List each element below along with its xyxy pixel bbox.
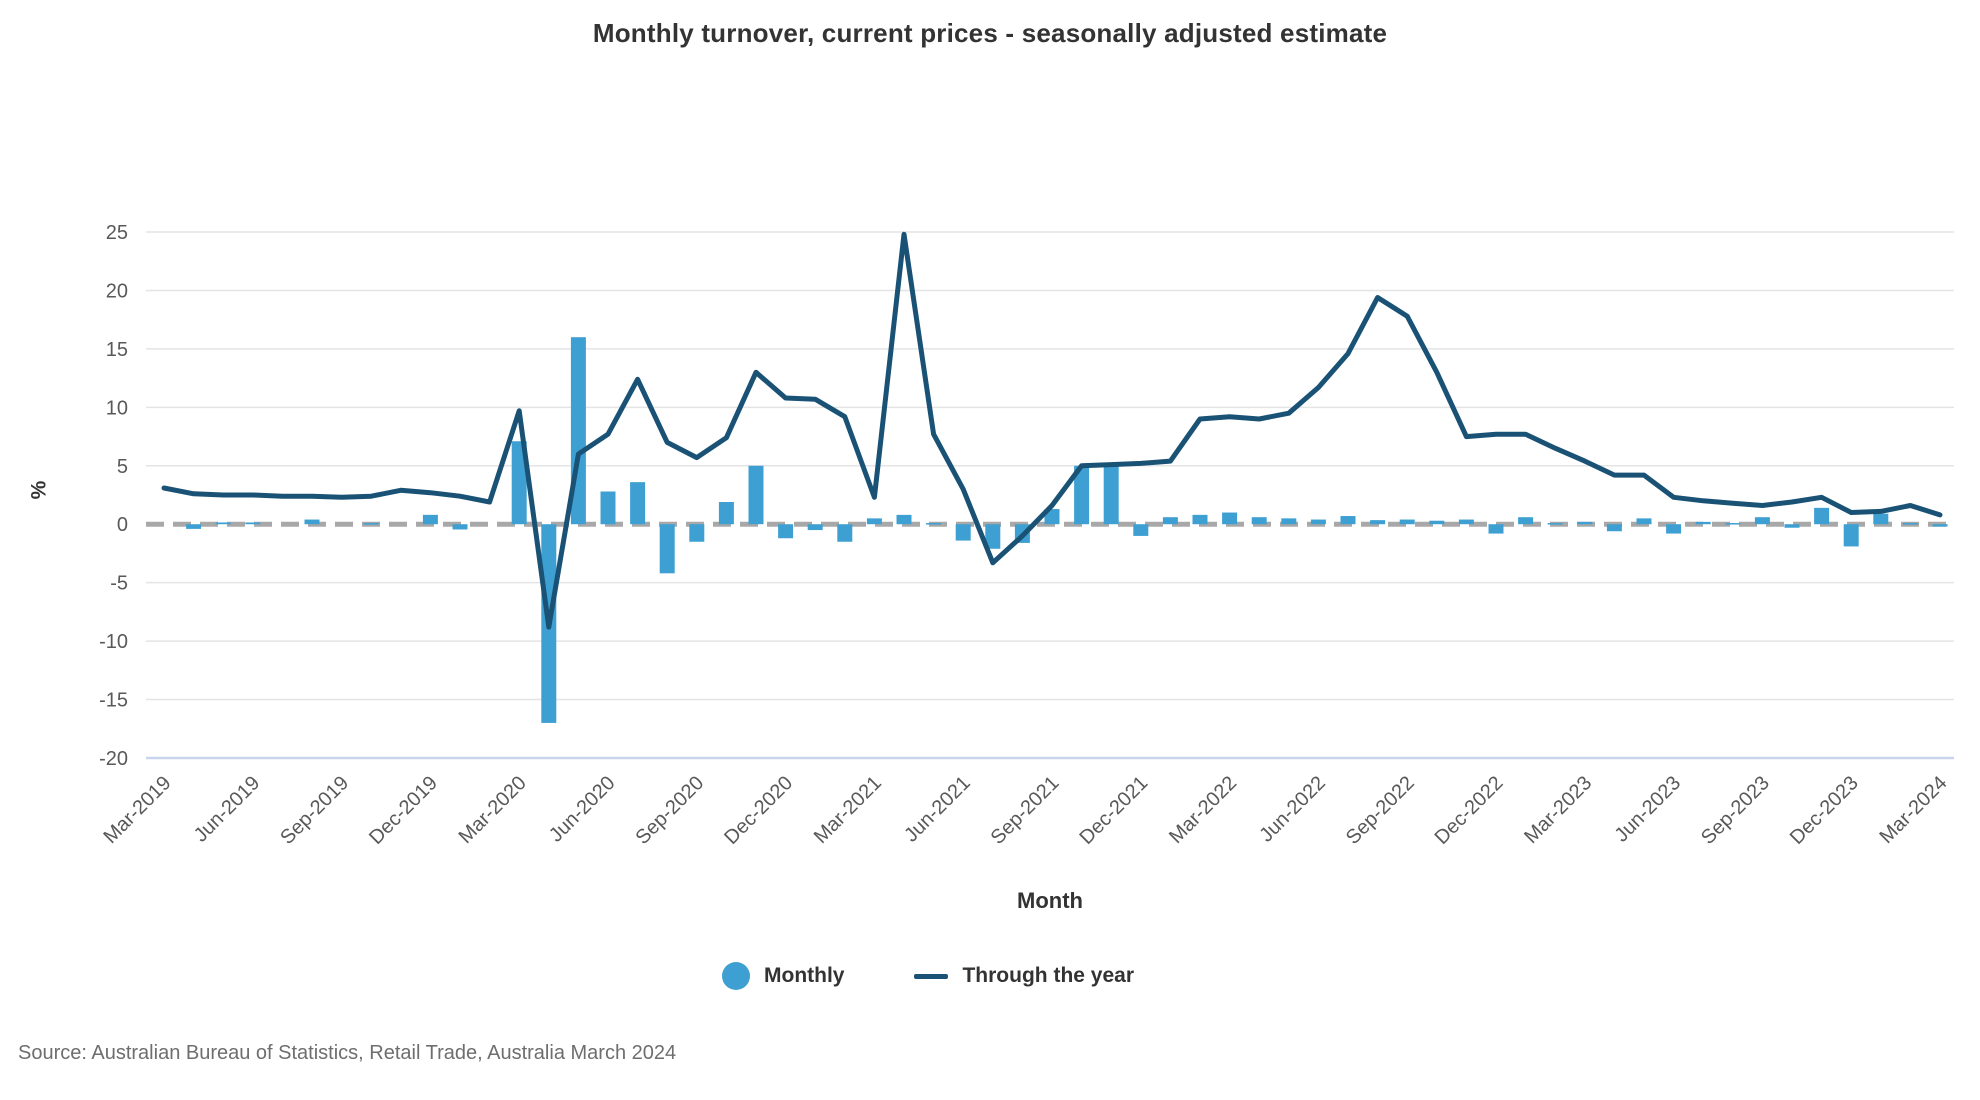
bar-Aug-2022[interactable]: [1370, 520, 1386, 525]
bar-Jan-2024[interactable]: [1873, 513, 1889, 525]
bar-May-2023[interactable]: [1636, 518, 1652, 525]
bar-Aug-2020[interactable]: [659, 524, 675, 574]
bar-Jun-2019[interactable]: [245, 522, 261, 525]
bar-Dec-2019[interactable]: [422, 514, 438, 525]
bar-Oct-2021[interactable]: [1074, 465, 1090, 525]
bar-Sep-2022[interactable]: [1399, 519, 1415, 525]
x-tick-Sep-2023: Sep-2023: [1697, 772, 1774, 849]
through-year-swatch-icon: [914, 973, 949, 979]
bar-Jan-2023[interactable]: [1518, 517, 1534, 525]
bar-Nov-2023[interactable]: [1814, 507, 1830, 525]
bar-Jan-2021[interactable]: [807, 524, 823, 531]
x-tick-Mar-2022: Mar-2022: [1165, 772, 1241, 848]
x-tick-Dec-2022: Dec-2022: [1431, 772, 1508, 849]
y-tick--10: -10: [99, 631, 128, 653]
x-tick-Mar-2021: Mar-2021: [810, 772, 886, 848]
bar-Jun-2021[interactable]: [955, 524, 971, 541]
bar-Apr-2023[interactable]: [1606, 524, 1622, 532]
x-tick-Jun-2023: Jun-2023: [1611, 772, 1686, 847]
bar-Apr-2021[interactable]: [896, 514, 912, 525]
bar-Mar-2022[interactable]: [1222, 512, 1238, 525]
bar-Jun-2020[interactable]: [600, 491, 616, 525]
x-tick-Mar-2024: Mar-2024: [1875, 772, 1951, 848]
bar-Jul-2021[interactable]: [985, 524, 1001, 549]
bar-Oct-2022[interactable]: [1429, 520, 1445, 525]
bar-Jul-2020[interactable]: [630, 482, 646, 525]
x-tick-Dec-2023: Dec-2023: [1786, 772, 1863, 849]
x-tick-Mar-2020: Mar-2020: [455, 772, 531, 848]
x-tick-Jun-2020: Jun-2020: [545, 772, 620, 847]
x-tick-Sep-2022: Sep-2022: [1342, 772, 1419, 849]
bar-Oct-2019[interactable]: [363, 523, 379, 525]
legend-label-through-year: Through the year: [962, 964, 1135, 987]
bar-Feb-2023[interactable]: [1547, 523, 1563, 525]
bar-Sep-2023[interactable]: [1754, 517, 1770, 525]
x-tick-Sep-2021: Sep-2021: [987, 772, 1064, 849]
bar-Mar-2023[interactable]: [1577, 521, 1593, 525]
bar-Jul-2023[interactable]: [1695, 521, 1711, 525]
bar-May-2019[interactable]: [215, 522, 231, 525]
y-tick-15: 15: [106, 339, 128, 361]
bar-Jan-2022[interactable]: [1162, 517, 1178, 525]
y-tick--5: -5: [110, 573, 128, 595]
bar-Mar-2024[interactable]: [1932, 524, 1948, 527]
legend-item-monthly[interactable]: Monthly: [722, 962, 844, 990]
source-note: Source: Australian Bureau of Statistics,…: [18, 1042, 677, 1064]
legend-label-monthly: Monthly: [764, 964, 845, 987]
bar-Dec-2021[interactable]: [1133, 524, 1149, 536]
bar-Nov-2022[interactable]: [1458, 519, 1474, 525]
bar-Dec-2023[interactable]: [1843, 524, 1859, 547]
legend-item-through-year[interactable]: Through the year: [914, 964, 1134, 988]
bar-Dec-2020[interactable]: [778, 524, 794, 539]
chart-title: Monthly turnover, current prices - seaso…: [592, 18, 1388, 48]
x-tick-Jun-2019: Jun-2019: [190, 772, 265, 847]
y-tick-20: 20: [106, 280, 128, 302]
bar-Dec-2022[interactable]: [1488, 524, 1504, 534]
y-tick-0: 0: [117, 514, 128, 536]
x-tick-Mar-2019: Mar-2019: [99, 772, 175, 848]
x-tick-Dec-2020: Dec-2020: [720, 772, 797, 849]
y-tick-5: 5: [117, 456, 128, 478]
bar-Apr-2019[interactable]: [186, 524, 202, 529]
bar-Nov-2020[interactable]: [748, 465, 764, 525]
bar-Jul-2022[interactable]: [1340, 516, 1356, 525]
x-axis-title: Month: [1017, 888, 1083, 913]
bar-Sep-2020[interactable]: [689, 524, 705, 542]
legend: Monthly Through the year: [722, 962, 1134, 990]
x-tick-Dec-2019: Dec-2019: [365, 772, 442, 849]
monthly-swatch-icon: [722, 962, 750, 990]
bar-Nov-2021[interactable]: [1103, 465, 1119, 525]
x-tick-Jun-2022: Jun-2022: [1255, 772, 1330, 847]
bar-Aug-2019[interactable]: [304, 519, 320, 525]
bar-Jun-2022[interactable]: [1310, 519, 1326, 525]
y-tick-25: 25: [106, 222, 128, 244]
bar-Oct-2020[interactable]: [718, 502, 734, 525]
x-tick-Jun-2021: Jun-2021: [900, 772, 975, 847]
bar-Aug-2023[interactable]: [1725, 523, 1741, 525]
bar-Mar-2020[interactable]: [511, 441, 527, 525]
bar-Feb-2021[interactable]: [837, 524, 853, 542]
bar-Jun-2023[interactable]: [1666, 524, 1682, 534]
y-tick-10: 10: [106, 397, 128, 419]
x-tick-Sep-2020: Sep-2020: [631, 772, 708, 849]
y-axis-title: %: [27, 480, 51, 500]
bar-Oct-2023[interactable]: [1784, 524, 1800, 528]
bar-Jan-2020[interactable]: [452, 524, 468, 530]
bar-May-2021[interactable]: [926, 523, 942, 525]
bar-Mar-2021[interactable]: [866, 518, 882, 525]
bar-May-2022[interactable]: [1281, 518, 1297, 525]
bar-Feb-2022[interactable]: [1192, 514, 1208, 525]
x-tick-Sep-2019: Sep-2019: [276, 772, 353, 849]
x-tick-Dec-2021: Dec-2021: [1075, 772, 1152, 849]
bar-Feb-2024[interactable]: [1902, 523, 1918, 525]
through-year-line[interactable]: [161, 231, 1943, 630]
bar-Apr-2022[interactable]: [1251, 517, 1267, 525]
y-tick--15: -15: [99, 690, 128, 712]
y-tick--20: -20: [99, 748, 128, 770]
x-tick-Mar-2023: Mar-2023: [1520, 772, 1596, 848]
